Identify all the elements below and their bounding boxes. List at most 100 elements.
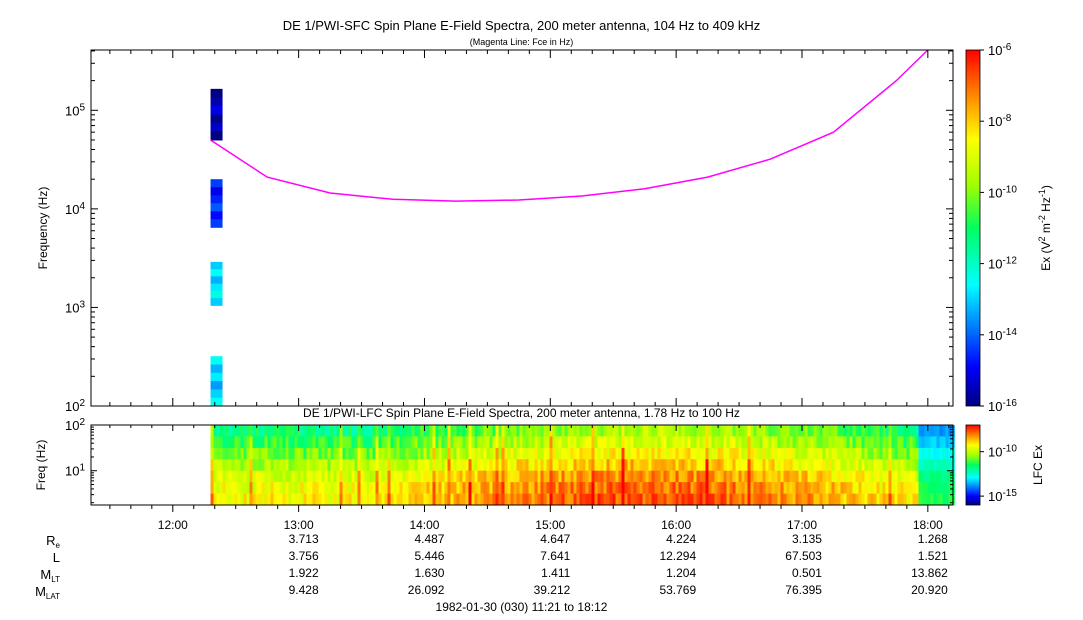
lfc-cell bbox=[567, 436, 571, 449]
lfc-cell bbox=[720, 436, 724, 449]
lfc-cell bbox=[444, 470, 448, 483]
lfc-cell bbox=[651, 470, 655, 483]
lfc-cell bbox=[948, 447, 952, 460]
ephemeris-value: 1.268 bbox=[917, 532, 948, 546]
lfc-cell bbox=[633, 447, 637, 460]
ephemeris-value: 3.135 bbox=[791, 532, 822, 546]
lfc-cell bbox=[330, 459, 334, 472]
lfc-cell bbox=[567, 425, 571, 437]
lfc-cell bbox=[945, 447, 949, 460]
lfc-cell bbox=[576, 425, 580, 437]
lfc-cell bbox=[843, 493, 847, 506]
lfc-cell bbox=[639, 425, 643, 437]
lfc-cell bbox=[903, 447, 907, 460]
lfc-cell bbox=[798, 493, 802, 506]
lfc-cell bbox=[879, 447, 883, 460]
lfc-cell bbox=[714, 436, 718, 449]
lfc-cell bbox=[357, 482, 361, 494]
lfc-cell bbox=[672, 459, 676, 472]
lfc-cell bbox=[792, 482, 796, 494]
lfc-cell bbox=[768, 470, 772, 483]
lfc-cell bbox=[885, 493, 889, 506]
lfc-cell bbox=[279, 436, 283, 449]
lfc-cell bbox=[651, 459, 655, 472]
lfc-cell bbox=[462, 425, 466, 437]
lfc-cell bbox=[561, 447, 565, 460]
ephemeris-row-label: Re bbox=[46, 533, 60, 550]
lfc-cell bbox=[630, 447, 634, 460]
lfc-cell bbox=[819, 493, 823, 506]
lfc-cell bbox=[294, 436, 298, 449]
lfc-cell bbox=[798, 436, 802, 449]
lfc-cell bbox=[237, 493, 241, 506]
lfc-cell bbox=[366, 436, 370, 449]
lfc-cell bbox=[285, 459, 289, 472]
lfc-cell bbox=[825, 436, 829, 449]
lfc-cell bbox=[891, 493, 895, 506]
lfc-cell bbox=[405, 470, 409, 483]
lfc-cell bbox=[798, 447, 802, 460]
lfc-cell bbox=[753, 459, 757, 472]
lfc-cell bbox=[528, 470, 532, 483]
lfc-cell bbox=[570, 459, 574, 472]
lfc-cell bbox=[933, 425, 937, 437]
lfc-cell bbox=[855, 436, 859, 449]
lfc-cell bbox=[381, 436, 385, 449]
lfc-cell bbox=[861, 436, 865, 449]
lfc-cell bbox=[552, 493, 556, 506]
lfc-cell bbox=[792, 447, 796, 460]
lfc-cell bbox=[693, 425, 697, 437]
lfc-cell bbox=[906, 493, 910, 506]
ephemeris-value: 4.224 bbox=[666, 532, 697, 546]
lfc-cell bbox=[273, 482, 277, 494]
lfc-cell bbox=[381, 482, 385, 494]
lfc-cell bbox=[465, 447, 469, 460]
lfc-cell bbox=[606, 493, 610, 506]
lfc-cell bbox=[759, 436, 763, 449]
lfc-cell bbox=[516, 482, 520, 494]
lfc-cell bbox=[450, 470, 454, 483]
lfc-cell bbox=[282, 436, 286, 449]
lfc-cell bbox=[774, 482, 778, 494]
lfc-cell bbox=[270, 425, 274, 437]
lfc-cell bbox=[705, 493, 709, 506]
lfc-cell bbox=[915, 459, 919, 472]
lfc-cell bbox=[303, 459, 307, 472]
lfc-cell bbox=[675, 436, 679, 449]
lfc-cell bbox=[384, 447, 388, 460]
lfc-cell bbox=[540, 447, 544, 460]
lfc-cell bbox=[876, 425, 880, 437]
lfc-cell bbox=[243, 493, 247, 506]
sfc-colorbar-tick: 10-12 bbox=[988, 256, 1017, 272]
ephemeris-value: 76.395 bbox=[785, 583, 822, 597]
lfc-cell bbox=[792, 436, 796, 449]
lfc-cell bbox=[624, 425, 628, 437]
lfc-cell bbox=[618, 482, 622, 494]
lfc-cell bbox=[318, 482, 322, 494]
lfc-cell bbox=[795, 459, 799, 472]
lfc-cell bbox=[396, 447, 400, 460]
lfc-cell bbox=[930, 493, 934, 506]
lfc-cell bbox=[762, 470, 766, 483]
lfc-cell bbox=[711, 447, 715, 460]
lfc-cell bbox=[636, 459, 640, 472]
sfc-colorbar-tick: 10-8 bbox=[988, 113, 1012, 129]
lfc-cell bbox=[717, 447, 721, 460]
lfc-cell bbox=[483, 470, 487, 483]
lfc-cell bbox=[645, 447, 649, 460]
lfc-cell bbox=[408, 459, 412, 472]
lfc-cell bbox=[738, 425, 742, 437]
lfc-cell bbox=[225, 447, 229, 460]
lfc-cell bbox=[543, 459, 547, 472]
lfc-cell bbox=[288, 459, 292, 472]
lfc-cell bbox=[717, 425, 721, 437]
lfc-cell bbox=[792, 470, 796, 483]
lfc-cell bbox=[708, 470, 712, 483]
lfc-cell bbox=[903, 493, 907, 506]
lfc-cell bbox=[339, 493, 343, 506]
lfc-cell bbox=[261, 482, 265, 494]
lfc-cell bbox=[849, 459, 853, 472]
lfc-cell bbox=[759, 493, 763, 506]
lfc-cell bbox=[531, 482, 535, 494]
